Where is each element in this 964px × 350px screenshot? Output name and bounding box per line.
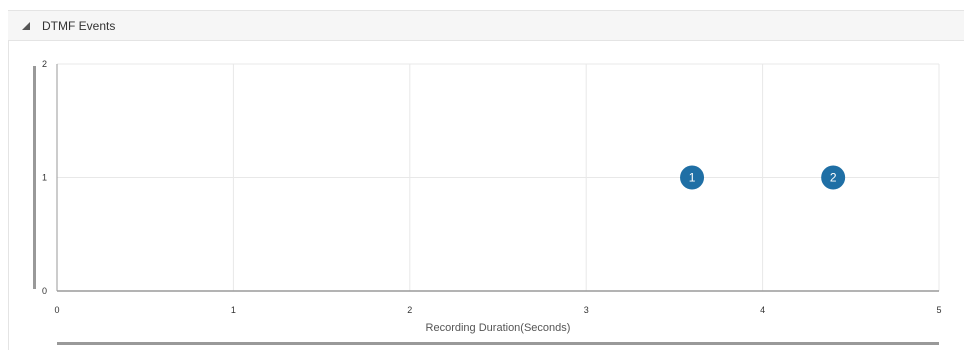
collapse-triangle-icon[interactable] [21,21,30,30]
y-tick-label-0: 0 [42,286,47,296]
x-tick-label-5: 5 [936,305,941,315]
dtmf-event-marker-1[interactable] [680,165,705,190]
dtmf-events-chart: 0 1 2 0 1 2 3 4 5 Recording Duration(Seconds) 1 2 [33,59,942,345]
y-tick-label-1: 1 [42,173,47,183]
y-axis-scrollbar[interactable] [33,66,36,289]
dtmf-event-label-2: 2 [830,171,837,185]
dtmf-event-label-1: 1 [689,171,696,185]
dtmf-event-marker-2[interactable] [821,165,846,190]
panel-header[interactable]: DTMF Events [8,10,964,41]
x-tick-label-3: 3 [584,305,589,315]
x-tick-label-1: 1 [231,305,236,315]
panel-title: DTMF Events [42,18,116,33]
x-tick-label-0: 0 [54,305,59,315]
x-axis-scrollbar[interactable] [57,342,939,345]
x-tick-label-2: 2 [407,305,412,315]
y-tick-label-2: 2 [42,59,47,69]
x-axis-title: Recording Duration(Seconds) [426,322,571,334]
x-tick-label-4: 4 [760,305,765,315]
panel-body: 0 1 2 0 1 2 3 4 5 Recording Duration(Seconds) 1 2 [8,41,964,350]
